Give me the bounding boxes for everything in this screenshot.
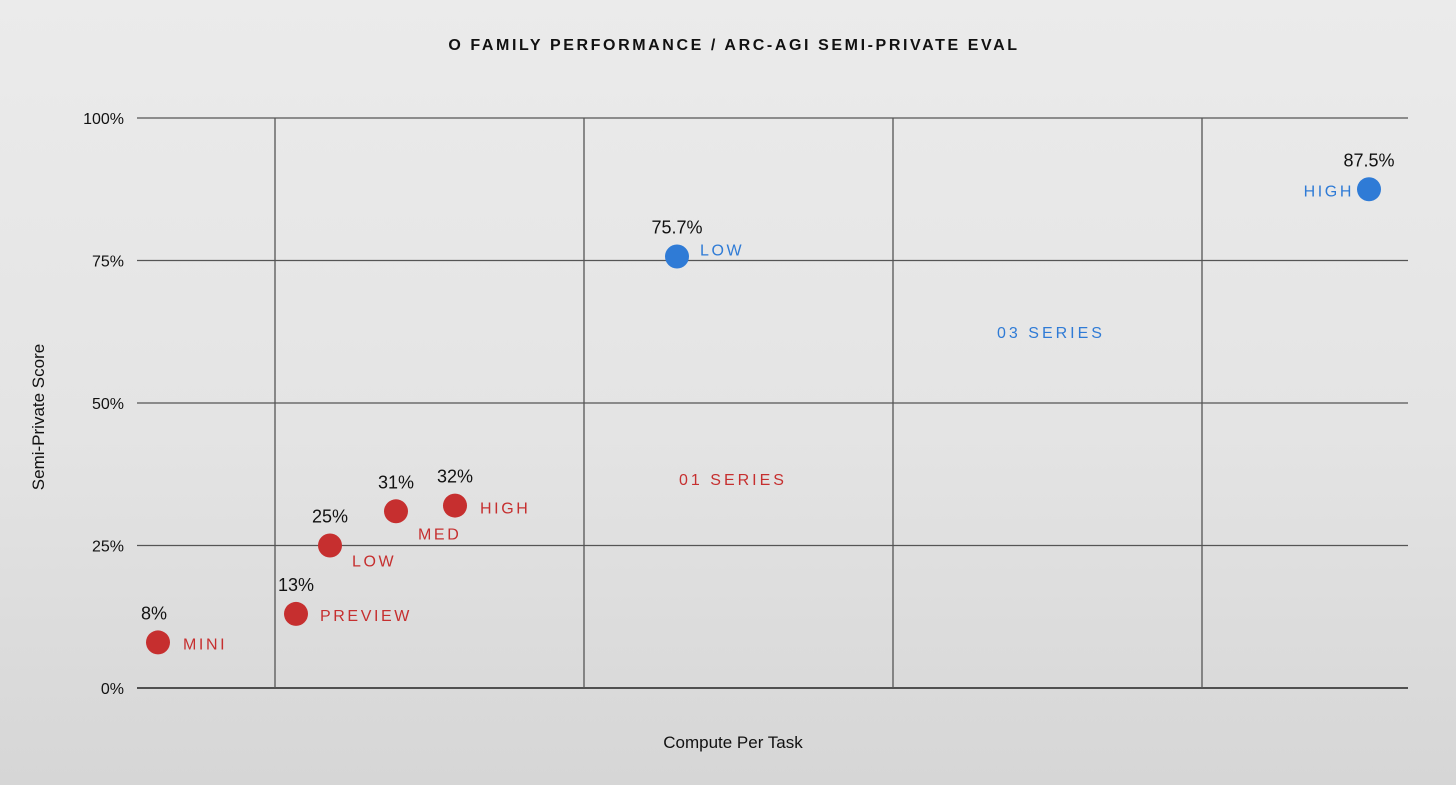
o1-med-value-label: 31% <box>378 472 414 492</box>
o1-mini-point-label: MINI <box>183 636 227 653</box>
o3-low-point-label: LOW <box>700 243 744 260</box>
o1-high-point <box>443 493 467 518</box>
o1-high-value-label: 32% <box>437 467 473 487</box>
o1-series-label: 01 SERIES <box>679 472 787 489</box>
o1-low-point <box>318 533 342 558</box>
grid <box>137 117 1408 689</box>
o3-high-point-label: HIGH <box>1304 183 1354 200</box>
o1-med-point <box>384 499 408 524</box>
o3-low-value-label: 75.7% <box>651 218 702 238</box>
o1-preview-point-label: PREVIEW <box>320 608 412 625</box>
data-points <box>146 177 1381 655</box>
chart-title: O FAMILY PERFORMANCE / ARC-AGI SEMI-PRIV… <box>448 37 1019 54</box>
y-tick-label: 75% <box>92 254 124 271</box>
o1-preview-value-label: 13% <box>278 575 314 595</box>
o1-low-point-label: LOW <box>352 554 396 571</box>
o3-series-label: 03 SERIES <box>997 325 1105 342</box>
o3-high-point <box>1357 177 1381 202</box>
o1-med-point-label: MED <box>418 526 461 543</box>
o1-mini-value-label: 8% <box>141 603 167 623</box>
o1-preview-point <box>284 601 308 626</box>
y-tick-label: 50% <box>92 396 124 413</box>
y-axis-ticks: 0% 25% 50% 75% 100% <box>83 111 124 698</box>
o1-low-value-label: 25% <box>312 507 348 527</box>
y-axis-label: Semi-Private Score <box>29 344 48 490</box>
data-labels: 01 SERIES 8% MINI 13% PREVIEW 25% LOW 31% MED 32%… <box>141 150 1395 653</box>
o1-mini-point <box>146 630 170 655</box>
y-tick-label: 0% <box>101 681 124 698</box>
o3-low-point <box>665 244 689 269</box>
y-tick-label: 25% <box>92 539 124 556</box>
x-axis-label: Compute Per Task <box>663 733 803 752</box>
y-tick-label: 100% <box>83 111 124 128</box>
o3-high-value-label: 87.5% <box>1343 150 1394 170</box>
o1-high-point-label: HIGH <box>480 501 530 518</box>
